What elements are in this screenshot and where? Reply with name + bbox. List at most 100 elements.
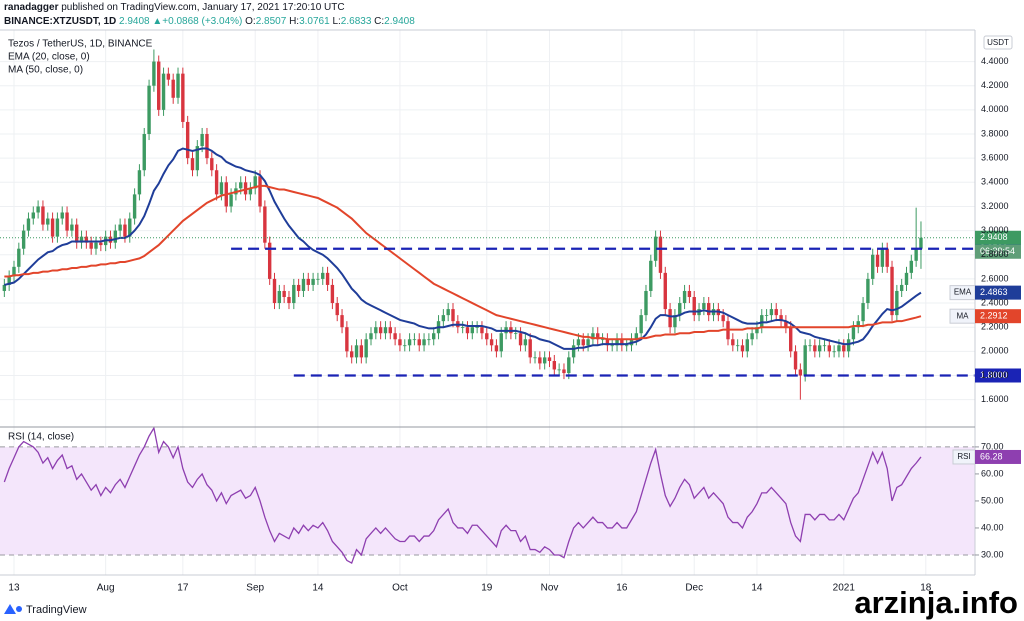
candle-body	[407, 339, 412, 346]
candle-body	[885, 248, 889, 267]
candle-body	[345, 327, 349, 352]
candle-body	[359, 345, 364, 358]
currency-box[interactable]	[983, 35, 1013, 50]
candle-body	[36, 206, 40, 213]
candle-body	[113, 230, 118, 243]
x-tick-label: 16	[616, 583, 628, 594]
x-tick-label: Oct	[392, 583, 408, 594]
candle-body	[591, 333, 595, 340]
candle-body	[678, 303, 682, 316]
candle-body	[89, 242, 93, 249]
candle-body	[740, 345, 745, 352]
candle-body	[784, 321, 788, 328]
candle-body	[745, 339, 749, 352]
indicator-line	[4, 184, 922, 341]
candle-body	[514, 333, 518, 335]
candle-body	[890, 266, 894, 316]
series-tag-value: 2.2912	[980, 311, 1008, 321]
candle-body	[12, 266, 16, 277]
candle-body	[378, 327, 383, 334]
candle-body	[354, 345, 359, 358]
o-value: 2.8507	[256, 16, 287, 27]
candle-body	[919, 237, 923, 249]
candle-body	[528, 339, 532, 358]
level-tag	[975, 368, 1021, 383]
header-line: ranadagger published on TradingView.com,…	[4, 2, 345, 13]
candle-body	[586, 339, 590, 346]
candle-body	[842, 345, 846, 352]
candle-body	[272, 278, 277, 304]
y-tick-label: 3.8000	[981, 128, 1009, 138]
candle-body	[803, 345, 807, 376]
change: ▲+0.0868 (+3.04%)	[152, 16, 242, 27]
candle-body	[552, 361, 557, 370]
candle-body	[866, 278, 870, 304]
author: ranadagger	[4, 2, 59, 13]
candle-body	[388, 327, 392, 334]
candle-body	[706, 303, 711, 316]
candle-body	[393, 333, 397, 340]
candle-body	[668, 309, 672, 328]
candle-body	[760, 315, 764, 328]
candle-body	[325, 272, 330, 285]
candle-body	[267, 242, 272, 279]
last-price-tag-label: 2.9408	[980, 232, 1008, 242]
candle-body	[861, 303, 865, 322]
candle-body	[239, 182, 243, 189]
series-tag-value: 2.4863	[980, 287, 1008, 297]
rsi-tick-label: 40.00	[981, 522, 1004, 532]
currency: USDT	[987, 38, 1009, 47]
plot	[0, 49, 975, 565]
candle-body	[460, 327, 465, 328]
candle-body	[99, 242, 103, 246]
candle-body	[822, 345, 827, 347]
indicator-line	[4, 147, 922, 350]
candle-body	[417, 339, 421, 346]
candle-body	[79, 236, 84, 243]
candle-body	[55, 218, 60, 237]
x-tick-label: Dec	[685, 583, 703, 594]
rsi-tag-value: 66.28	[980, 451, 1003, 461]
x-tick-label: 14	[751, 583, 763, 594]
candle-body	[663, 272, 667, 310]
candle-body	[475, 327, 479, 328]
candle-body	[649, 260, 653, 291]
candle-body	[306, 278, 310, 285]
logo	[4, 604, 22, 614]
candle-body	[335, 303, 339, 316]
candle-body	[499, 333, 503, 352]
rsi-tick-label: 60.00	[981, 468, 1004, 478]
candle-body	[755, 327, 759, 334]
y-tick-label: 2.6000	[981, 273, 1009, 283]
series-tag	[975, 285, 1021, 300]
candle-body	[118, 224, 122, 231]
candle-body	[432, 333, 436, 340]
watermark: arzinja.info	[854, 585, 1018, 620]
candle-body	[330, 284, 335, 304]
header-line: BINANCE:XTZUSDT, 1D 2.9408 ▲+0.0868 (+3.…	[4, 16, 415, 27]
candle-body	[465, 327, 470, 334]
candle-body	[70, 224, 74, 231]
candle-body	[774, 309, 778, 316]
x-tick-label: 17	[177, 583, 189, 594]
candle-body	[571, 345, 576, 358]
candle-body	[412, 339, 417, 341]
candle-body	[639, 315, 643, 334]
candle-body	[624, 345, 629, 347]
candle-body	[214, 170, 219, 195]
y-tick-label: 4.0000	[981, 104, 1009, 114]
candle-body	[349, 351, 354, 358]
candle-body	[383, 327, 388, 334]
candle-body	[137, 170, 142, 195]
candle-body	[596, 333, 600, 340]
candle-body	[846, 339, 851, 352]
candle-body	[789, 327, 793, 352]
candle-body	[485, 333, 489, 340]
rsi-tag	[975, 449, 1021, 464]
candle-body	[185, 121, 190, 159]
candle-body	[287, 297, 291, 304]
candle-body	[7, 276, 11, 285]
candle-body	[557, 369, 561, 371]
candle-body	[875, 254, 880, 267]
